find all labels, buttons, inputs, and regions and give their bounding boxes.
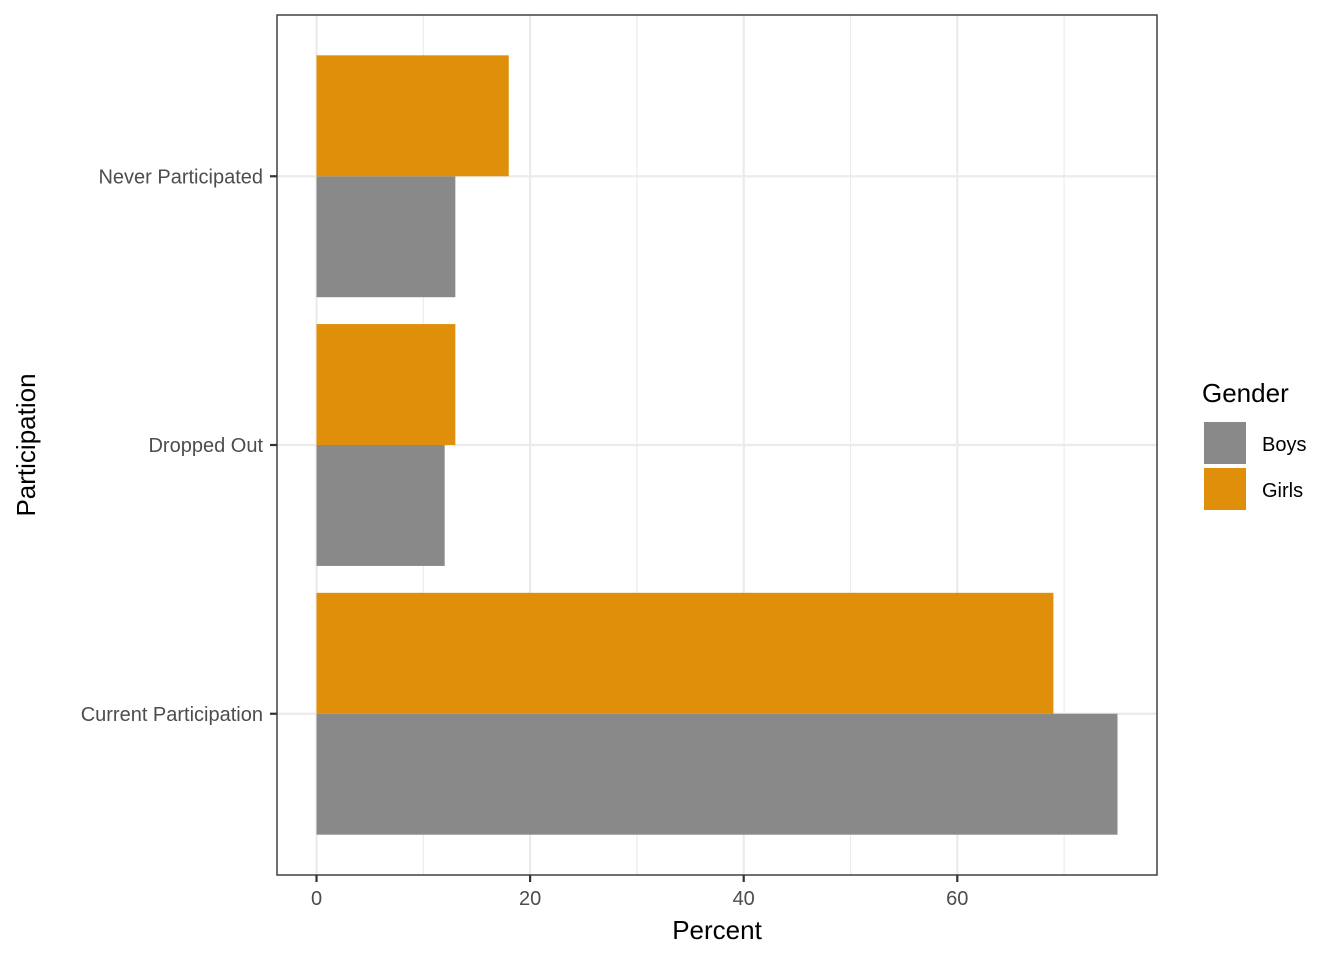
legend-label-boys: Boys (1262, 434, 1306, 456)
legend-title: Gender (1202, 378, 1289, 408)
bar-boys-never-participated (316, 176, 456, 298)
x-axis: 0 20 40 60 (311, 875, 968, 910)
x-tick-label: 40 (733, 888, 755, 910)
x-tick-label: 60 (946, 888, 968, 910)
legend: Gender Boys Girls (1202, 378, 1306, 510)
y-tick-label: Never Participated (98, 166, 263, 188)
bar-girls-current-participation (316, 592, 1054, 714)
bar-girls-dropped-out (316, 324, 456, 445)
y-axis: Current Participation Dropped Out Never Pa… (81, 166, 277, 726)
bars (316, 55, 1118, 835)
bar-boys-current-participation (316, 713, 1118, 835)
y-tick-label: Current Participation (81, 704, 263, 726)
bar-boys-dropped-out (316, 445, 445, 566)
x-axis-title: Percent (672, 915, 762, 945)
x-tick-label: 20 (519, 888, 541, 910)
y-tick-label: Dropped Out (148, 435, 263, 457)
y-axis-title: Participation (11, 373, 41, 516)
legend-key-girls (1204, 468, 1246, 510)
bar-girls-never-participated (316, 55, 509, 177)
legend-label-girls: Girls (1262, 480, 1303, 502)
legend-key-boys (1204, 422, 1246, 464)
x-tick-label: 0 (311, 888, 322, 910)
